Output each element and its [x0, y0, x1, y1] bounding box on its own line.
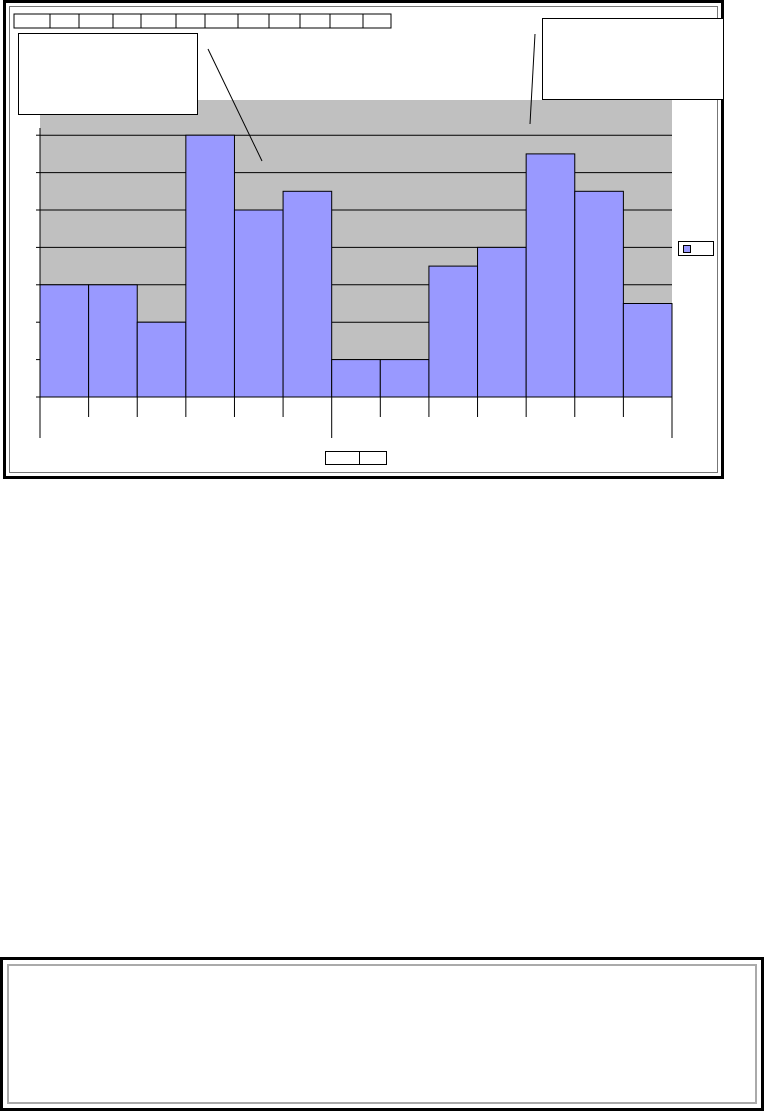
bottom-text-frame-inner — [7, 964, 757, 1104]
axes — [36, 128, 673, 438]
header-label-strip — [13, 13, 392, 29]
callout-leader-right — [529, 33, 536, 125]
bottom-text-frame — [0, 957, 764, 1111]
bars — [39, 134, 673, 398]
chart-inner-border — [9, 6, 718, 473]
bar — [136, 321, 187, 398]
legend — [678, 241, 714, 256]
bar — [233, 209, 284, 398]
callout-leader-left — [207, 48, 263, 162]
bar — [525, 153, 576, 398]
bar — [622, 303, 673, 398]
callout-box-right — [542, 18, 724, 100]
bar — [428, 265, 479, 398]
x-axis-title-divider — [359, 452, 360, 464]
callout-leader-lines — [207, 33, 536, 162]
bar — [379, 359, 430, 398]
bar — [331, 359, 381, 398]
bar — [88, 284, 138, 398]
legend-swatch — [683, 245, 691, 253]
bar — [282, 190, 333, 398]
bar — [477, 246, 527, 398]
header-strip — [13, 13, 392, 29]
bar-chart — [13, 13, 673, 438]
bar — [574, 190, 624, 398]
bar — [39, 284, 90, 398]
callout-box-left — [18, 33, 198, 115]
bar — [185, 134, 235, 398]
x-axis-title-box — [325, 451, 387, 465]
